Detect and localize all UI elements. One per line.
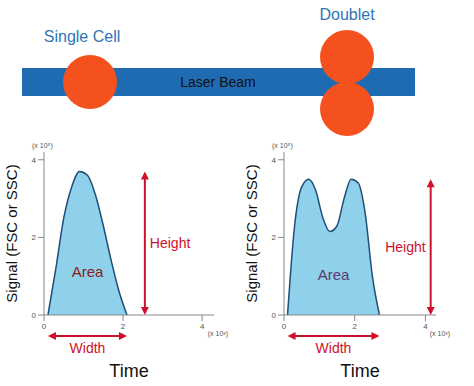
svg-text:4: 4 (423, 322, 428, 331)
svg-text:(x 10³): (x 10³) (430, 330, 450, 338)
svg-text:Signal (FSC or SSC): Signal (FSC or SSC) (243, 164, 260, 302)
svg-text:Time: Time (340, 361, 379, 381)
svg-text:(x 10³): (x 10³) (208, 330, 228, 338)
svg-text:Area: Area (72, 263, 104, 280)
svg-text:Laser Beam: Laser Beam (180, 74, 255, 90)
svg-text:4: 4 (200, 322, 205, 331)
svg-text:Width: Width (70, 340, 106, 356)
svg-text:Signal (FSC or SSC): Signal (FSC or SSC) (3, 164, 20, 302)
svg-text:2: 2 (272, 233, 277, 242)
svg-text:(x 10⁵): (x 10⁵) (32, 142, 53, 150)
svg-text:2: 2 (352, 322, 357, 331)
svg-text:4: 4 (272, 156, 277, 165)
svg-text:0: 0 (272, 311, 277, 320)
svg-text:Width: Width (316, 340, 352, 356)
svg-text:Height: Height (150, 235, 191, 251)
svg-text:0: 0 (32, 311, 37, 320)
svg-text:Time: Time (109, 361, 148, 381)
svg-text:2: 2 (32, 233, 37, 242)
svg-text:Height: Height (385, 239, 426, 255)
svg-text:Area: Area (318, 266, 350, 283)
svg-text:(x 10⁵): (x 10⁵) (272, 142, 293, 150)
svg-text:Single Cell: Single Cell (44, 28, 120, 45)
svg-text:0: 0 (42, 322, 47, 331)
svg-text:4: 4 (32, 156, 37, 165)
svg-text:0: 0 (282, 322, 287, 331)
svg-text:Doublet: Doublet (319, 6, 375, 23)
svg-text:2: 2 (121, 322, 126, 331)
